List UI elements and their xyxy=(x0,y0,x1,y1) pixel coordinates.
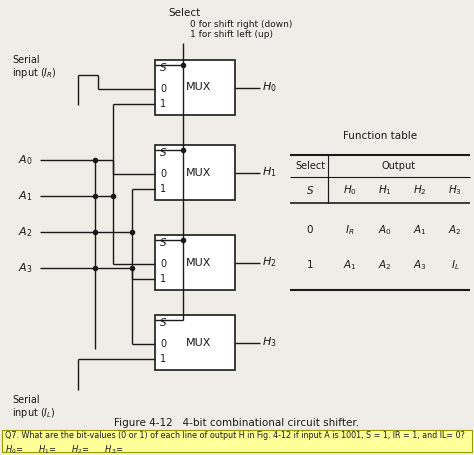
Text: 1: 1 xyxy=(160,99,166,109)
Text: $A_2$: $A_2$ xyxy=(378,258,392,272)
Text: $A_3$: $A_3$ xyxy=(18,261,32,275)
Text: Q7. What are the bit-values (0 or 1) of each line of output H in Fig. 4-12 if in: Q7. What are the bit-values (0 or 1) of … xyxy=(5,431,465,440)
Text: Serial: Serial xyxy=(12,395,40,405)
Text: $I_L$: $I_L$ xyxy=(451,258,459,272)
Text: S: S xyxy=(160,318,167,328)
Text: 0: 0 xyxy=(160,258,166,268)
Bar xyxy=(155,60,235,115)
Text: $A_0$: $A_0$ xyxy=(378,223,392,237)
Text: 0: 0 xyxy=(160,84,166,94)
Text: input ($I_R$): input ($I_R$) xyxy=(12,66,57,80)
Text: $H_3$: $H_3$ xyxy=(262,336,277,349)
Text: 0: 0 xyxy=(307,225,313,235)
Text: $A_1$: $A_1$ xyxy=(343,258,357,272)
Text: 0: 0 xyxy=(160,339,166,349)
Text: MUX: MUX xyxy=(186,258,212,268)
Text: MUX: MUX xyxy=(186,167,212,177)
Text: $H_3$: $H_3$ xyxy=(448,183,462,197)
Text: Output: Output xyxy=(382,161,416,171)
Text: Figure 4-12   4-bit combinational circuit shifter.: Figure 4-12 4-bit combinational circuit … xyxy=(114,418,360,428)
Text: 1: 1 xyxy=(160,274,166,284)
Text: S: S xyxy=(160,148,167,158)
Text: Select: Select xyxy=(169,8,201,18)
Text: $A_0$: $A_0$ xyxy=(18,153,33,167)
Text: Function table: Function table xyxy=(343,131,417,141)
Text: $H_0$: $H_0$ xyxy=(343,183,357,197)
Bar xyxy=(2,430,472,452)
Text: $S$: $S$ xyxy=(306,184,314,196)
Text: S: S xyxy=(160,63,167,73)
Text: S: S xyxy=(160,238,167,248)
Text: 1: 1 xyxy=(307,260,313,270)
Text: $A_1$: $A_1$ xyxy=(413,223,427,237)
Text: $A_3$: $A_3$ xyxy=(413,258,427,272)
Text: $A_1$: $A_1$ xyxy=(18,189,32,203)
Text: 1: 1 xyxy=(160,184,166,194)
Text: MUX: MUX xyxy=(186,82,212,92)
Text: $A_2$: $A_2$ xyxy=(448,223,462,237)
Text: 0: 0 xyxy=(160,169,166,179)
Text: input ($I_L$): input ($I_L$) xyxy=(12,406,56,420)
Text: Serial: Serial xyxy=(12,55,40,65)
Bar xyxy=(155,145,235,200)
Text: $H_2$: $H_2$ xyxy=(262,256,276,269)
Text: $H_1$: $H_1$ xyxy=(378,183,392,197)
Text: $H_1$: $H_1$ xyxy=(262,166,277,179)
Text: Select: Select xyxy=(295,161,325,171)
Text: $H_2$: $H_2$ xyxy=(413,183,427,197)
Text: $H_0$=      $H_1$=      $H_2$=      $H_3$=: $H_0$= $H_1$= $H_2$= $H_3$= xyxy=(5,443,123,455)
Bar xyxy=(155,315,235,370)
Text: $A_2$: $A_2$ xyxy=(18,225,32,239)
Bar xyxy=(155,235,235,290)
Text: 1: 1 xyxy=(160,354,166,364)
Text: 0 for shift right (down): 0 for shift right (down) xyxy=(190,20,292,29)
Text: $H_0$: $H_0$ xyxy=(262,81,277,94)
Text: $I_R$: $I_R$ xyxy=(345,223,355,237)
Text: MUX: MUX xyxy=(186,338,212,348)
Text: 1 for shift left (up): 1 for shift left (up) xyxy=(190,30,273,39)
